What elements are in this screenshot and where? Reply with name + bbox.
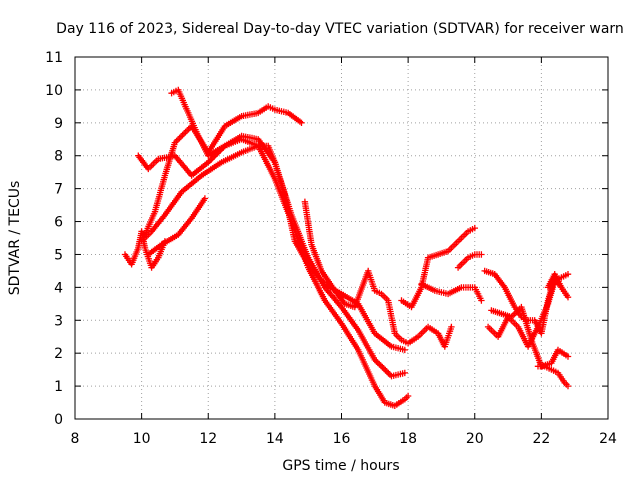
plot-frame bbox=[74, 56, 609, 420]
y-tick-label: 6 bbox=[54, 215, 63, 231]
series-track-9 bbox=[418, 280, 485, 304]
data-point-markers bbox=[534, 363, 572, 390]
data-series bbox=[121, 86, 572, 409]
series-track-7 bbox=[301, 198, 455, 350]
y-tick-label: 9 bbox=[54, 116, 63, 132]
y-tick-label: 5 bbox=[54, 247, 63, 263]
y-tick-label: 8 bbox=[54, 149, 63, 165]
data-point-markers bbox=[168, 86, 408, 380]
series-track-8 bbox=[398, 224, 478, 311]
x-axis-label: GPS time / hours bbox=[282, 458, 399, 474]
data-point-markers bbox=[121, 228, 169, 271]
y-tick-label: 1 bbox=[54, 379, 63, 395]
x-tick-label: 24 bbox=[599, 431, 617, 447]
data-point-markers bbox=[454, 251, 485, 271]
chart-title: Day 116 of 2023, Sidereal Day-to-day VTE… bbox=[56, 21, 624, 37]
y-tick-label: 2 bbox=[54, 346, 63, 362]
y-tick-label: 4 bbox=[54, 280, 63, 296]
series-track-13 bbox=[488, 303, 572, 370]
grid-lines bbox=[75, 57, 608, 419]
series-track-15 bbox=[544, 271, 572, 301]
x-tick-label: 16 bbox=[333, 431, 351, 447]
series-track-10 bbox=[454, 251, 485, 271]
data-point-markers bbox=[484, 271, 572, 350]
series-track-14 bbox=[534, 363, 572, 390]
y-tick-labels: 0 1 2 3 4 5 6 7 8 9 10 11 bbox=[45, 50, 63, 428]
x-tick-labels: 8 10 12 14 16 18 20 22 24 bbox=[71, 431, 617, 447]
x-tick-label: 14 bbox=[266, 431, 284, 447]
series-track-2 bbox=[168, 86, 408, 380]
data-point-markers bbox=[141, 103, 305, 238]
y-tick-label: 7 bbox=[54, 182, 63, 198]
data-point-markers bbox=[488, 303, 572, 370]
y-tick-label: 11 bbox=[45, 50, 63, 66]
data-point-markers bbox=[301, 198, 455, 350]
y-tick-label: 3 bbox=[54, 313, 63, 329]
x-tick-label: 12 bbox=[199, 431, 217, 447]
y-tick-label: 0 bbox=[54, 412, 63, 428]
data-point-markers bbox=[418, 280, 485, 304]
x-tick-label: 20 bbox=[466, 431, 484, 447]
data-point-markers bbox=[544, 271, 572, 301]
x-tick-label: 18 bbox=[399, 431, 417, 447]
x-tick-label: 10 bbox=[133, 431, 151, 447]
y-tick-label: 10 bbox=[45, 83, 63, 99]
x-tick-label: 8 bbox=[71, 431, 80, 447]
series-track-6 bbox=[121, 228, 169, 271]
y-axis-label: SDTVAR / TECUs bbox=[7, 181, 23, 296]
series-track-3 bbox=[141, 103, 305, 238]
x-tick-label: 22 bbox=[532, 431, 550, 447]
series-track-12 bbox=[484, 271, 572, 350]
data-point-markers bbox=[398, 224, 478, 311]
